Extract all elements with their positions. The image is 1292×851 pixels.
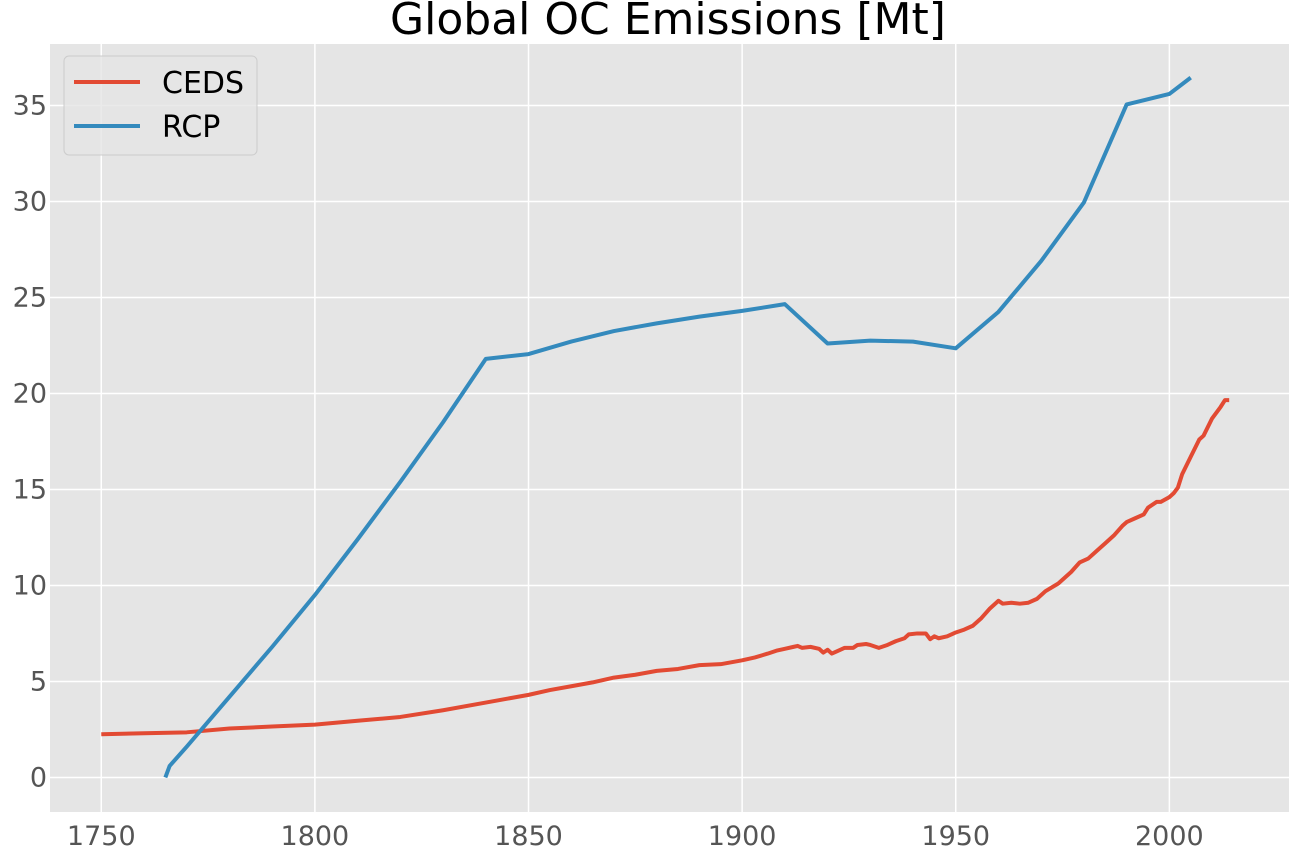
y-tick-label-30: 30 — [13, 186, 47, 217]
y-tick-label-20: 20 — [13, 378, 47, 409]
y-tick-label-35: 35 — [13, 90, 47, 121]
x-tick-label-1800: 1800 — [281, 821, 350, 851]
legend: CEDS RCP — [63, 55, 258, 156]
plot-area — [50, 44, 1289, 812]
legend-label-rcp: RCP — [162, 110, 220, 145]
y-tick-label-0: 0 — [30, 762, 47, 793]
x-tick-label-1750: 1750 — [67, 821, 136, 851]
series-lines — [101, 76, 1230, 779]
chart-title: Global OC Emissions [Mt] — [390, 0, 946, 45]
x-tick-label-1900: 1900 — [708, 821, 777, 851]
x-tick-label-1850: 1850 — [494, 821, 563, 851]
grid-lines — [50, 44, 1289, 812]
y-tick-label-25: 25 — [13, 282, 47, 313]
tick-labels: 1750 1800 1850 1900 1950 2000 0 5 10 15 20 25 30 35 — [13, 90, 1204, 851]
series-line-rcp — [163, 76, 1192, 779]
x-tick-label-2000: 2000 — [1135, 821, 1204, 851]
x-tick-label-1950: 1950 — [921, 821, 990, 851]
legend-label-ceds: CEDS — [162, 66, 244, 101]
series-line-ceds — [101, 398, 1230, 737]
y-tick-label-10: 10 — [13, 570, 47, 601]
y-tick-label-15: 15 — [13, 474, 47, 505]
y-tick-label-5: 5 — [30, 666, 47, 697]
